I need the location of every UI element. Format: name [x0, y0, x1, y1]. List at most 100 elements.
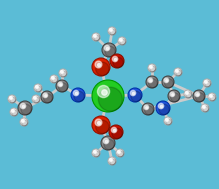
Circle shape — [94, 151, 100, 157]
Circle shape — [22, 120, 28, 126]
Circle shape — [158, 103, 164, 109]
Circle shape — [160, 105, 163, 108]
Circle shape — [75, 92, 78, 95]
Circle shape — [110, 29, 116, 35]
Circle shape — [93, 150, 96, 153]
Circle shape — [164, 79, 173, 88]
Circle shape — [148, 78, 153, 83]
Circle shape — [110, 159, 116, 165]
Circle shape — [149, 65, 152, 68]
Circle shape — [166, 119, 172, 125]
Circle shape — [130, 90, 136, 96]
Circle shape — [120, 39, 126, 45]
Circle shape — [36, 86, 38, 88]
Circle shape — [34, 98, 36, 99]
Circle shape — [148, 64, 156, 72]
Circle shape — [184, 90, 192, 98]
Circle shape — [52, 77, 54, 79]
Circle shape — [60, 70, 63, 73]
Circle shape — [45, 95, 47, 97]
Circle shape — [11, 109, 14, 112]
Circle shape — [58, 82, 63, 87]
Circle shape — [113, 57, 123, 68]
Circle shape — [21, 119, 24, 122]
Circle shape — [109, 125, 123, 139]
Circle shape — [104, 45, 110, 51]
Circle shape — [210, 95, 215, 101]
Circle shape — [102, 90, 107, 95]
Circle shape — [52, 77, 58, 83]
Circle shape — [11, 98, 12, 99]
Circle shape — [103, 138, 109, 144]
Circle shape — [41, 91, 53, 103]
Circle shape — [105, 46, 115, 57]
Circle shape — [132, 92, 135, 95]
Circle shape — [92, 80, 124, 112]
Circle shape — [150, 66, 156, 72]
Circle shape — [203, 106, 209, 112]
Circle shape — [146, 107, 148, 109]
Circle shape — [34, 84, 42, 92]
Circle shape — [118, 151, 124, 157]
Circle shape — [210, 95, 212, 97]
Circle shape — [43, 94, 52, 103]
Circle shape — [202, 105, 205, 108]
Circle shape — [209, 94, 212, 97]
Circle shape — [43, 93, 48, 98]
Circle shape — [119, 38, 122, 41]
Circle shape — [162, 76, 174, 88]
Circle shape — [22, 120, 24, 122]
Circle shape — [59, 69, 67, 77]
Circle shape — [105, 140, 108, 143]
Circle shape — [118, 151, 120, 153]
Circle shape — [166, 80, 168, 82]
Circle shape — [94, 35, 100, 41]
Circle shape — [204, 80, 207, 83]
Circle shape — [120, 40, 122, 41]
Circle shape — [176, 70, 182, 76]
Circle shape — [22, 105, 25, 108]
Circle shape — [156, 101, 170, 115]
Circle shape — [60, 84, 62, 86]
Circle shape — [111, 127, 117, 133]
Circle shape — [205, 81, 207, 83]
Circle shape — [32, 95, 40, 103]
Circle shape — [92, 149, 100, 157]
Circle shape — [110, 29, 112, 31]
Circle shape — [12, 110, 18, 116]
Circle shape — [108, 27, 116, 35]
Circle shape — [208, 93, 216, 101]
Circle shape — [177, 70, 178, 72]
Circle shape — [109, 158, 112, 161]
Circle shape — [146, 76, 158, 88]
Circle shape — [205, 81, 211, 87]
Circle shape — [97, 64, 101, 67]
Circle shape — [106, 47, 109, 50]
Circle shape — [170, 92, 175, 97]
Circle shape — [112, 56, 118, 62]
Circle shape — [101, 136, 115, 150]
Circle shape — [94, 151, 96, 153]
Circle shape — [93, 34, 96, 37]
Circle shape — [144, 105, 149, 110]
Circle shape — [109, 28, 112, 31]
Circle shape — [150, 67, 152, 68]
Circle shape — [110, 54, 124, 68]
Circle shape — [74, 91, 84, 102]
Circle shape — [195, 93, 204, 102]
Circle shape — [203, 106, 205, 108]
Circle shape — [164, 117, 172, 125]
Circle shape — [170, 93, 179, 102]
Circle shape — [18, 101, 32, 115]
Circle shape — [175, 69, 178, 72]
Circle shape — [159, 104, 169, 115]
Circle shape — [165, 118, 168, 121]
Circle shape — [9, 96, 12, 99]
Circle shape — [148, 79, 157, 88]
Circle shape — [95, 119, 102, 126]
Circle shape — [51, 76, 54, 79]
Circle shape — [71, 88, 85, 102]
Circle shape — [164, 78, 169, 83]
Circle shape — [128, 88, 142, 102]
Circle shape — [193, 90, 205, 102]
